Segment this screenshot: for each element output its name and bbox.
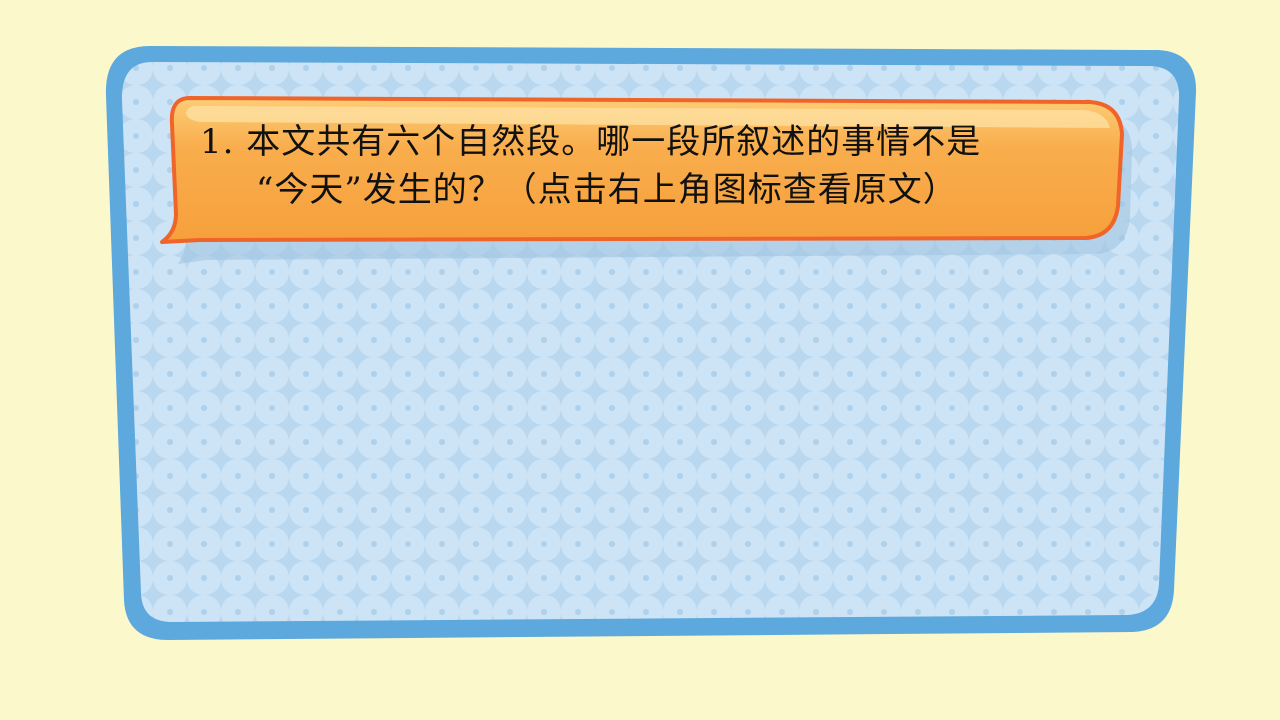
question-line-2: “今天”发生的？（点击右上角图标查看原文） (256, 170, 958, 210)
question-text: 1. 本文共有六个自然段。哪一段所叙述的事情不是 “今天”发生的？（点击右上角图… (200, 118, 1100, 214)
banner-highlight (186, 106, 1110, 128)
question-banner (160, 96, 1124, 244)
question-line-1: 1. 本文共有六个自然段。哪一段所叙述的事情不是 (200, 122, 982, 162)
